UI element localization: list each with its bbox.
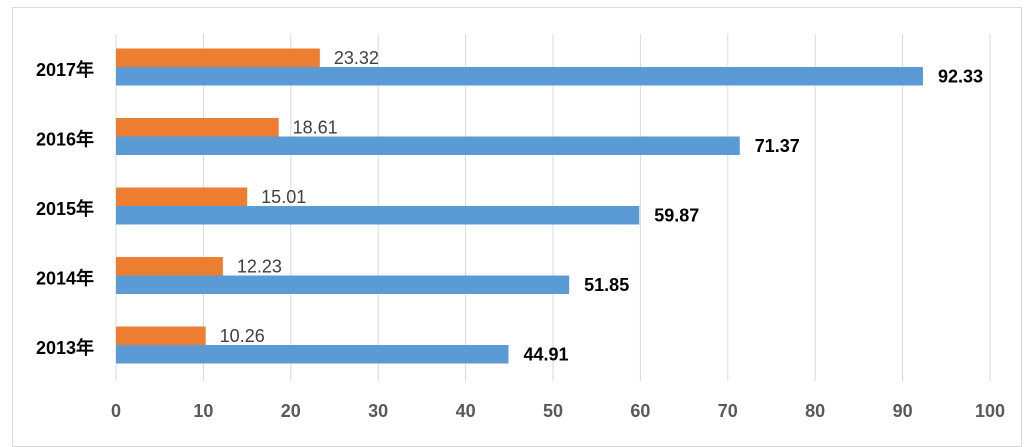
value-label-blue-2016年: 71.37 — [755, 136, 800, 156]
category-label-2017年: 2017年 — [36, 59, 94, 80]
category-label-2016年: 2016年 — [36, 128, 94, 149]
bar-chart: 10.26 44.91 12.23 51.85 15.01 59.87 18.61 71.37… — [36, 34, 1005, 421]
x-tick-100: 100 — [975, 401, 1005, 421]
x-tick-10: 10 — [193, 401, 213, 421]
bar-orange-2014年 — [116, 257, 223, 276]
bar-blue-2015年 — [116, 206, 640, 225]
bar-orange-2016年 — [116, 118, 279, 137]
bar-blue-2016年 — [116, 136, 740, 155]
x-tick-50: 50 — [543, 401, 563, 421]
bars — [116, 48, 923, 364]
value-label-blue-2014年: 51.85 — [584, 275, 629, 295]
value-label-orange-2015年: 15.01 — [261, 187, 306, 207]
value-label-orange-2017年: 23.32 — [334, 48, 379, 68]
bar-blue-2014年 — [116, 275, 570, 294]
x-tick-60: 60 — [630, 401, 650, 421]
value-label-orange-2014年: 12.23 — [237, 256, 282, 276]
x-axis-tick-labels: 0 10 20 30 40 50 60 70 80 90 100 — [111, 401, 1005, 421]
x-tick-90: 90 — [893, 401, 913, 421]
category-labels: 2013年 2014年 2015年 2016年 2017年 — [36, 59, 94, 358]
value-label-orange-2013年: 10.26 — [220, 326, 265, 346]
x-tick-20: 20 — [281, 401, 301, 421]
value-label-blue-2017年: 92.33 — [938, 66, 983, 86]
category-label-2013年: 2013年 — [36, 337, 94, 358]
x-tick-0: 0 — [111, 401, 121, 421]
bar-blue-2013年 — [116, 345, 509, 364]
category-label-2015年: 2015年 — [36, 198, 94, 219]
x-tick-30: 30 — [368, 401, 388, 421]
value-label-blue-2013年: 44.91 — [524, 344, 569, 364]
bar-orange-2013年 — [116, 326, 206, 345]
x-tick-80: 80 — [805, 401, 825, 421]
value-labels: 10.26 44.91 12.23 51.85 15.01 59.87 18.61 71.37… — [220, 48, 983, 365]
bar-orange-2017年 — [116, 48, 320, 67]
x-tick-70: 70 — [718, 401, 738, 421]
value-label-orange-2016年: 18.61 — [293, 117, 338, 137]
value-label-blue-2015年: 59.87 — [654, 205, 699, 225]
bar-orange-2015年 — [116, 187, 248, 206]
bar-blue-2017年 — [116, 67, 923, 86]
x-tick-40: 40 — [456, 401, 476, 421]
gridlines — [115, 34, 991, 381]
category-label-2014年: 2014年 — [36, 267, 94, 288]
